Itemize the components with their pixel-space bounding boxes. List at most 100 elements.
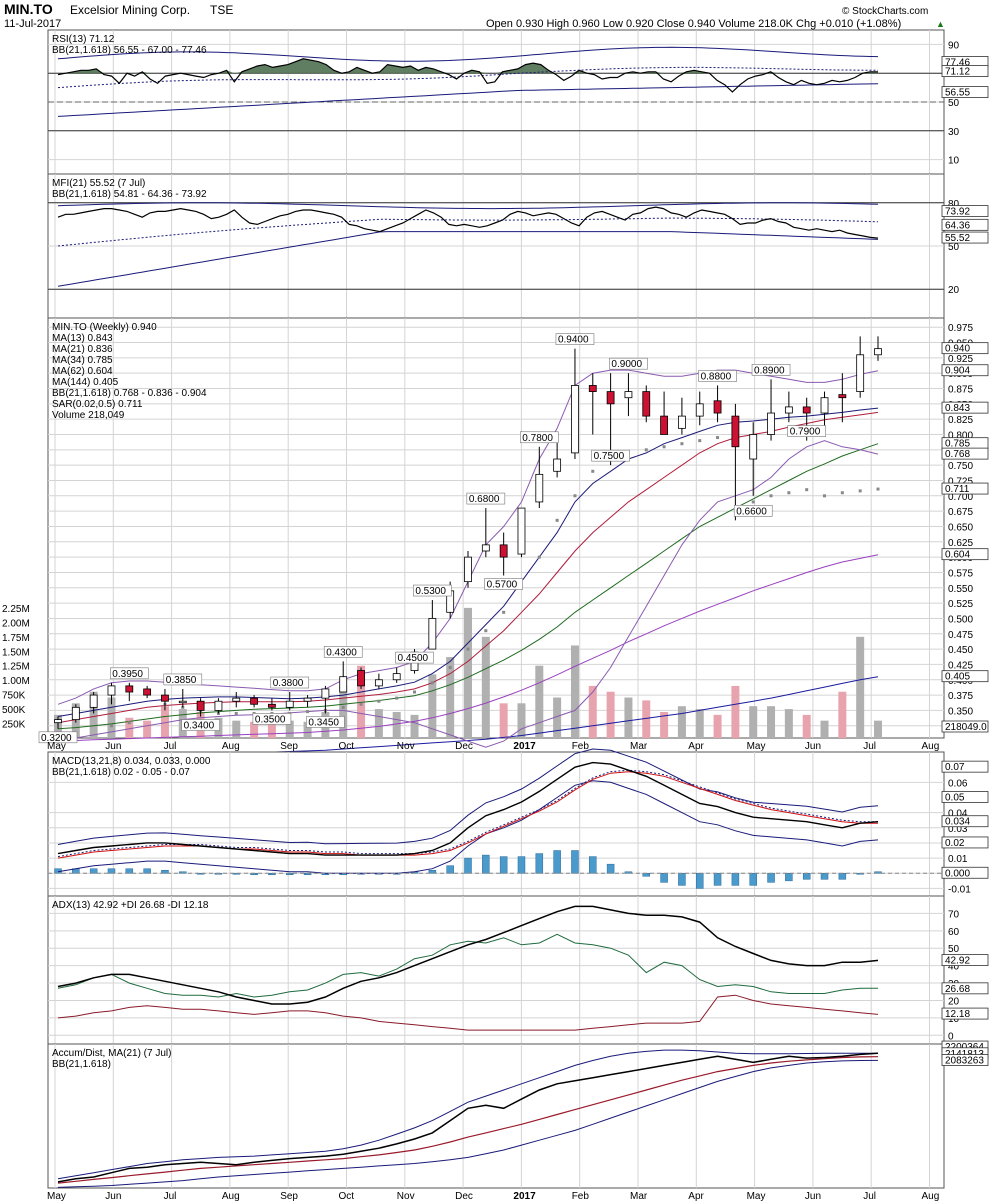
volume-bar [731,685,740,738]
sar-dot [377,699,381,703]
price-tick-label: 0.725 [948,476,973,487]
sar-dot [306,710,310,714]
price-tick-label: 0.875 [948,385,973,396]
adx-tick-label: 70 [948,909,960,920]
adx-legend-0: ADX(13) 42.92 +DI 26.68 -DI 12.18 [52,900,209,911]
volume-bar [392,711,401,738]
rsi-value-tag-label: 77.46 [945,57,970,68]
sar-dot [537,555,541,559]
mfi-legend-0: MFI(21) 55.52 (7 Jul) [52,178,145,189]
volume-bar [677,706,686,738]
mfi-value-tag-label: 73.92 [945,207,970,218]
volume-bar [820,720,829,738]
volume-bar [357,665,366,738]
price-annotation: 0.3500 [255,714,286,725]
price-legend-5: MA(144) 0.405 [52,377,119,388]
volume-bar [267,723,276,738]
volume-bar [624,697,633,738]
sar-dot [413,690,417,694]
ad-panel: Accum/Dist, MA(21) (7 Jul)BB(21,1.618)22… [47,1040,989,1189]
macd-hist-bar [802,873,811,880]
price-x-label: Sep [280,741,298,752]
company: Excelsior Mining Corp. [70,3,190,17]
sar-dot [591,469,595,473]
macd-value-tag [941,760,989,773]
price-annotation-box [413,584,452,597]
candle-body [178,700,187,704]
price-annotation: 0.8900 [754,365,785,376]
ad-x-label: Dec [455,1191,473,1202]
volume-bar [838,691,847,738]
rsi-bb-middle [57,66,878,89]
candle-body [196,700,205,711]
candle-body [107,685,116,696]
price-legend-1: MA(13) 0.843 [52,333,113,344]
sar-dot [448,665,452,669]
mfi-bb-upper [57,202,879,210]
sar-dot [698,439,702,443]
quote: Open 0.930 High 0.960 Low 0.920 Close 0.… [486,18,901,30]
price-annotation-box [733,505,773,517]
price-annotation-box [110,667,149,680]
sar-dot [234,711,238,715]
adx-tick-label: 0 [948,1031,954,1042]
macd-value-tag-label: 0.02 [945,838,965,849]
adx-value-tag [941,1007,989,1020]
mfi-value-tag-label: 64.36 [945,220,970,231]
price-annotation-box [181,719,220,731]
candle-body [571,385,579,454]
volume-bar [143,720,152,738]
price-annotation: 0.3200 [41,733,72,744]
price-annotation: 0.3950 [112,669,143,680]
sar-dot [787,491,791,495]
price-annotation-box [591,449,630,462]
ad-ma-line [57,1056,879,1184]
macd-hist-bar [820,873,829,880]
volume-bar [588,685,597,738]
sar-dot [840,491,844,495]
price-annotation-box [323,646,363,658]
rsi-legend-0: RSI(13) 71.12 [52,34,115,45]
rsi-line [57,58,878,93]
candle-body [268,703,276,708]
price-annotation-box [751,364,791,376]
volume-bar [250,721,259,738]
adx-value-tag-label: 12.18 [945,1009,970,1020]
price-annotation-box [520,431,559,444]
volume-tick-label: 750K [2,691,26,702]
price-value-tag [941,342,989,355]
candle-body [321,688,330,699]
price-annotation-box [306,716,345,728]
volume-bar [749,706,758,738]
macd-hist-bar [499,856,508,874]
price-value-tag [941,364,989,377]
volume-tick-label: 2.25M [2,604,30,615]
price-x-label: Dec [455,741,473,752]
macd-hist-bar [624,871,633,874]
mfi-tick-label: 50 [948,242,960,253]
price-tick-label: 0.925 [948,354,973,365]
macd-value-tag [941,866,989,879]
price-value-tag-label: 0.768 [945,449,970,460]
candle-body [784,406,793,414]
price-value-tag-label: 0.711 [945,484,970,495]
price-annotation-box [787,425,826,437]
ad-x-label: May [747,1191,766,1202]
candle-body [535,473,544,503]
macd-panel: 0.060.040.030.020.010.00-0.01MACD(13,21,… [47,748,989,897]
price-tick-label: 0.675 [948,507,973,518]
price-x-label: Aug [922,741,940,752]
adx-value-tag-label: 42.92 [945,956,970,967]
price-tick-label: 0.825 [948,415,973,426]
macd-tick-label: 0.03 [948,824,968,835]
mfi-value-tag [941,231,989,244]
volume-tick-label: 1.50M [2,647,30,658]
sar-dot [127,721,131,725]
sar-dot [555,518,559,522]
volume-bar [535,665,544,738]
macd-value-tag [941,815,989,828]
price-annotation: 0.3450 [308,717,339,728]
price-annotation: 0.4500 [398,653,429,664]
adx-value-tag-label: 26.68 [945,984,970,995]
candle-body [713,400,722,414]
